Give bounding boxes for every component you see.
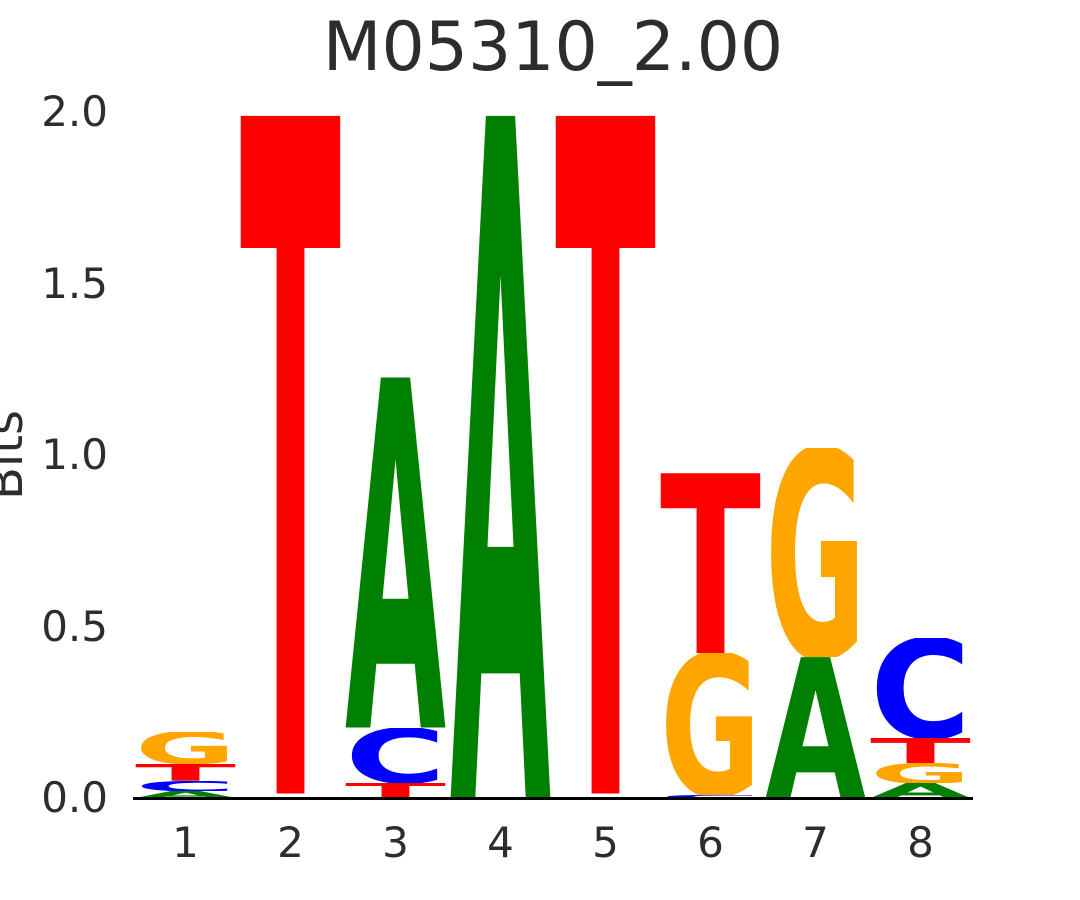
svg-text:T: T	[345, 783, 446, 798]
svg-text:T: T	[555, 115, 656, 793]
logo-letter-T: T	[133, 764, 238, 781]
x-tick-label: 1	[172, 818, 199, 867]
logo-letter-G: G	[868, 763, 973, 783]
logo-letter-T: T	[553, 115, 658, 793]
svg-text:T: T	[240, 115, 341, 793]
svg-text:G: G	[135, 732, 236, 764]
x-tick-label: 2	[277, 818, 304, 867]
logo-column-2: T	[238, 0, 343, 798]
logo-letter-C: C	[133, 781, 238, 791]
svg-text:A: A	[765, 657, 866, 798]
y-tick-label: 2.0	[41, 87, 108, 136]
x-tick-label: 6	[697, 818, 724, 867]
svg-text:A: A	[450, 115, 551, 798]
logo-letter-C: C	[658, 795, 763, 798]
logo-letter-A: A	[448, 115, 553, 798]
y-tick-label: 1.0	[41, 430, 108, 479]
x-tick-label: 5	[592, 818, 619, 867]
x-tick-label: 4	[487, 818, 514, 867]
svg-text:A: A	[135, 791, 236, 798]
logo-letter-T: T	[868, 738, 973, 763]
x-axis-line	[133, 797, 973, 800]
plot-area: GTCATACTATTGCGACTGA	[133, 0, 973, 798]
logo-letter-A: A	[343, 377, 448, 728]
svg-text:A: A	[345, 377, 446, 728]
svg-text:A: A	[870, 783, 971, 798]
logo-letter-G: G	[763, 448, 868, 657]
svg-text:G: G	[870, 763, 971, 783]
logo-letter-C: C	[343, 728, 448, 783]
x-tick-label: 7	[802, 818, 829, 867]
y-tick-label: 0.5	[41, 601, 108, 651]
chart-title: M05310_2.00	[322, 8, 784, 87]
logo-column-6: TGC	[658, 0, 763, 798]
logo-letter-A: A	[133, 791, 238, 798]
logo-letter-G: G	[133, 732, 238, 764]
svg-text:G: G	[765, 448, 866, 657]
svg-text:G: G	[660, 653, 761, 795]
logo-letter-C: C	[868, 638, 973, 738]
svg-text:C: C	[135, 781, 236, 791]
x-tick-label: 8	[907, 818, 934, 867]
logo-letter-T: T	[343, 783, 448, 798]
svg-text:C: C	[870, 638, 971, 738]
x-tick-label: 3	[382, 818, 409, 867]
logo-letter-T: T	[238, 115, 343, 793]
logo-letter-G: G	[658, 653, 763, 795]
y-tick-label: 1.5	[41, 258, 108, 308]
svg-text:C: C	[345, 728, 446, 783]
logo-column-5: T	[553, 0, 658, 798]
svg-text:T: T	[135, 764, 236, 781]
y-tick-label: 0.0	[41, 773, 108, 822]
logo-letter-A: A	[763, 657, 868, 798]
logo-letter-A: A	[868, 783, 973, 798]
svg-text:C: C	[660, 795, 761, 798]
logo-column-4: A	[448, 0, 553, 798]
logo-letter-T: T	[658, 473, 763, 653]
svg-text:T: T	[660, 473, 761, 653]
svg-text:T: T	[870, 738, 971, 763]
